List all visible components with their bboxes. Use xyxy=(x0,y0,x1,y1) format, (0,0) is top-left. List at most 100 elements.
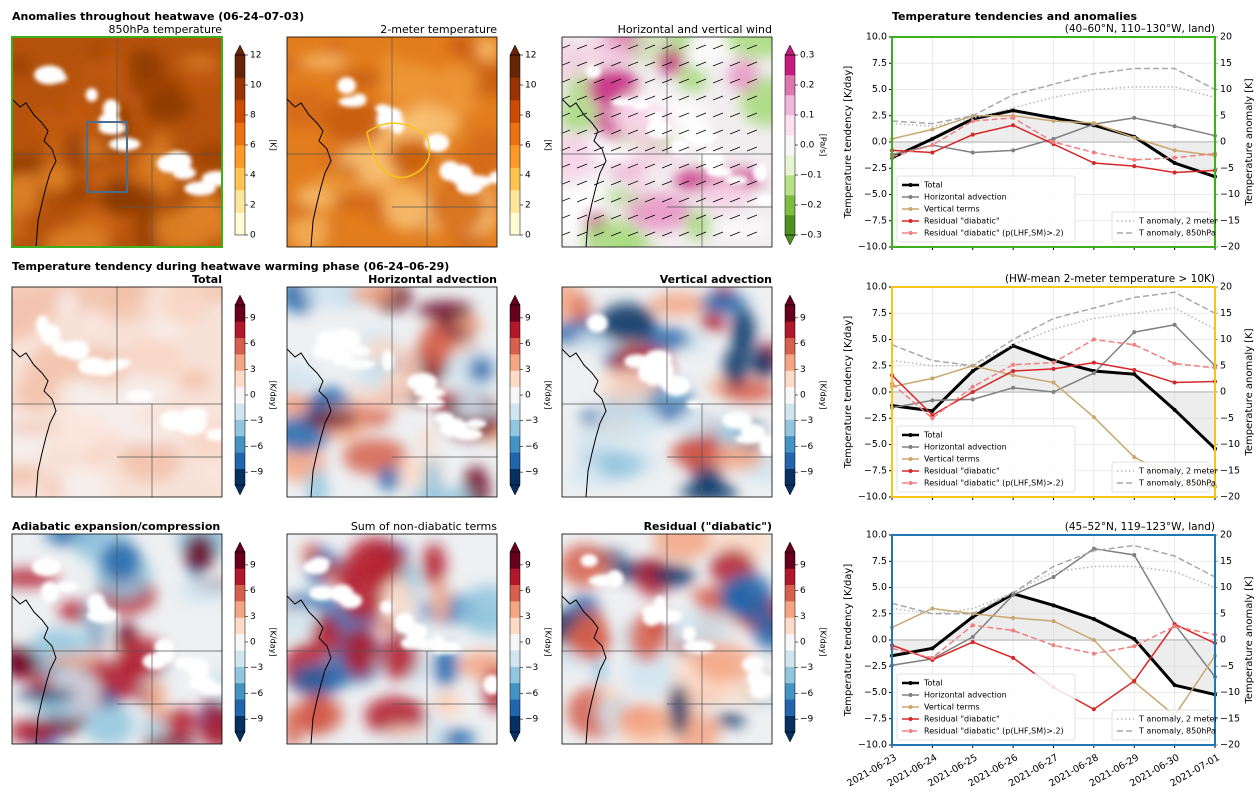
map-blob xyxy=(137,206,155,247)
colorbar-tick-label: −6 xyxy=(800,689,814,699)
wind-arrow xyxy=(593,146,605,152)
series-marker xyxy=(1091,617,1096,621)
map-blob xyxy=(458,584,497,636)
border-line xyxy=(12,287,222,497)
map-blob xyxy=(423,457,441,497)
y2-tick-label: −20 xyxy=(1220,740,1240,751)
colorbar-segment xyxy=(235,452,245,469)
map-blob xyxy=(649,292,708,317)
wind-arrow xyxy=(610,112,622,118)
mask-patch xyxy=(585,64,601,78)
map-blob xyxy=(98,391,142,431)
map-blob xyxy=(408,487,474,497)
colorbar-extend xyxy=(509,44,521,56)
mask-patch xyxy=(759,435,772,457)
map-blob xyxy=(302,412,360,428)
legend-box xyxy=(1111,211,1211,243)
coastline xyxy=(562,595,607,744)
snow-mask xyxy=(337,77,497,195)
legend-label: Total xyxy=(923,679,943,688)
map-blob xyxy=(287,363,319,394)
series-marker xyxy=(970,397,975,402)
series-marker xyxy=(1011,148,1016,153)
wind-arrow xyxy=(678,231,690,237)
y-tick-label: −10.0 xyxy=(858,242,887,253)
wind-arrow xyxy=(562,180,571,185)
legend-label: Total xyxy=(923,431,943,440)
wind-arrow xyxy=(562,231,571,236)
legend-marker xyxy=(908,457,913,461)
wind-arrow xyxy=(562,78,571,83)
series-marker xyxy=(1172,683,1177,688)
wind-arrow xyxy=(712,180,724,186)
colorbar-segment xyxy=(785,666,795,684)
wind-arrow xyxy=(678,112,690,118)
mask-patch xyxy=(624,354,650,369)
map-shading xyxy=(12,287,222,497)
colorbar-tick-label: 2 xyxy=(525,201,531,211)
map-layer xyxy=(562,287,772,497)
series-line xyxy=(891,544,1216,615)
mask-patch xyxy=(40,581,59,602)
map-layer xyxy=(287,37,497,247)
colorbar-segment xyxy=(235,715,245,733)
map-frame xyxy=(286,533,498,745)
wind-arrow xyxy=(712,146,724,152)
shade-area xyxy=(892,593,1215,695)
snow-mask xyxy=(313,328,487,441)
colorbar-tick-label: 8 xyxy=(250,111,256,121)
series-marker xyxy=(1132,372,1137,377)
map-panel xyxy=(561,286,773,498)
y2-tick-label: 20 xyxy=(1220,530,1232,541)
series-marker xyxy=(1011,615,1016,620)
colorbar-tick-label: 3 xyxy=(525,612,531,622)
series-marker xyxy=(970,384,975,389)
series-marker xyxy=(930,416,935,421)
row-title: Temperature tendency during heatwave war… xyxy=(12,260,449,273)
map-blob xyxy=(422,543,446,588)
y-tick-label: −5.0 xyxy=(864,189,887,200)
map-blob xyxy=(176,579,222,604)
snow-mask xyxy=(35,315,222,441)
map-panel xyxy=(561,36,773,248)
mask-patch xyxy=(700,148,724,170)
mask-patch xyxy=(89,360,118,376)
wind-arrow xyxy=(644,61,656,67)
map-frame xyxy=(11,533,223,745)
map-blob xyxy=(126,76,187,98)
wind-arrow xyxy=(627,95,639,101)
map-blob xyxy=(631,37,662,66)
colorbar-segment xyxy=(235,370,245,388)
wind-arrow xyxy=(695,112,707,118)
wind-arrow xyxy=(562,61,571,66)
y2-axis-label: Temperature anomaly [K] xyxy=(1244,78,1255,206)
legend-label: Residual "diabatic" (p(LHF,SM)>.2) xyxy=(924,727,1064,736)
series-marker xyxy=(1132,636,1137,641)
wind-arrow xyxy=(593,112,605,118)
y-tick-label: 10.0 xyxy=(866,282,887,293)
colorbar-tick-label: −3 xyxy=(525,416,538,426)
colorbar-tick-label: 6 xyxy=(525,339,531,349)
colorbar-segment xyxy=(235,468,245,486)
series-marker xyxy=(1172,322,1177,327)
map-blob xyxy=(12,220,28,241)
wind-arrow xyxy=(610,231,622,237)
wind-arrow xyxy=(644,180,656,186)
wind-arrow xyxy=(695,214,707,220)
mask-patch xyxy=(55,581,78,593)
y-tick-label: 5.0 xyxy=(872,334,887,345)
wind-arrow xyxy=(712,95,724,101)
colorbar-tick-label: 4 xyxy=(525,171,531,181)
map-blob xyxy=(377,466,401,492)
map-blob xyxy=(81,55,131,89)
map-blob xyxy=(12,57,30,74)
map-blob xyxy=(179,55,221,68)
map-blob xyxy=(16,371,55,414)
map-blob xyxy=(364,696,427,736)
map-shading xyxy=(287,537,497,744)
legend-label: T anomaly, 850hPa xyxy=(1138,479,1216,488)
y2-tick-label: −10 xyxy=(1220,687,1240,698)
mask-patch xyxy=(760,675,772,689)
map-blob xyxy=(668,609,734,651)
